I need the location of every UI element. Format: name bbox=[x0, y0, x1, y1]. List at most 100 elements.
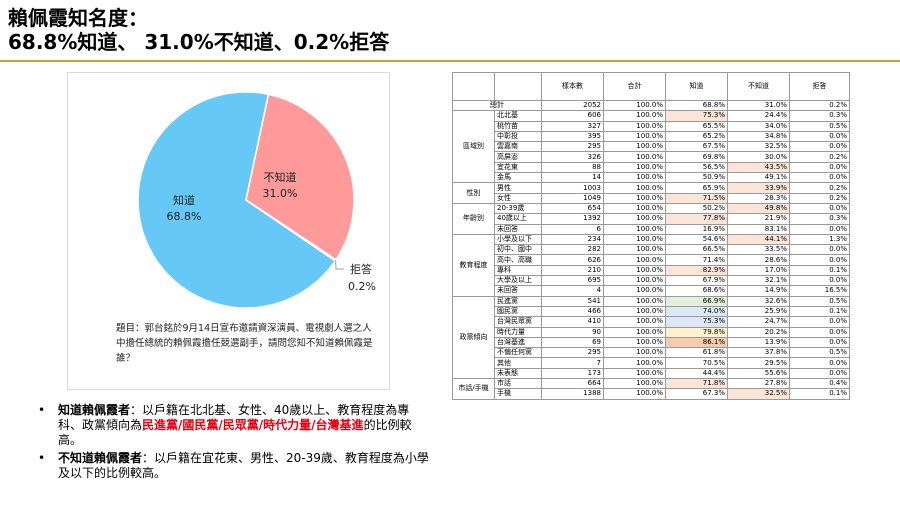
table-cell: 50.9% bbox=[665, 172, 728, 184]
table-cell: 28.6% bbox=[727, 254, 790, 266]
table-cell: 2052 bbox=[541, 99, 604, 112]
table-cell: 0.2% bbox=[789, 151, 850, 163]
table-cell: 32.1% bbox=[727, 275, 790, 287]
table-cell: 1049 bbox=[541, 192, 604, 204]
row-label: 未表態 bbox=[494, 367, 542, 380]
table-cell: 74.0% bbox=[665, 305, 728, 318]
table-cell: 82.9% bbox=[665, 264, 728, 277]
table-row: 未回答 4 100.0% 68.6% 14.9% 16.5% bbox=[453, 285, 850, 297]
table-row: 區域別 北北基 606 100.0% 75.3% 24.4% 0.3% bbox=[452, 110, 850, 184]
table-cell: 100.0% bbox=[603, 151, 666, 163]
table-cell: 24.7% bbox=[727, 316, 790, 328]
table-cell: 71.4% bbox=[665, 254, 728, 266]
row-label: 市話 bbox=[494, 378, 542, 390]
row-label: 台灣基進 bbox=[494, 336, 542, 349]
table-cell: 100.0% bbox=[603, 336, 666, 349]
table-cell: 295 bbox=[541, 347, 604, 359]
row-label: 其他 bbox=[494, 357, 542, 369]
table-row-total: 總計 2052 100.0% 68.8% 31.0% 0.2% bbox=[452, 99, 850, 112]
table-row: 國民黨 466 100.0% 74.0% 25.9% 0.1% bbox=[453, 305, 850, 318]
table-cell: 21.9% bbox=[727, 213, 790, 225]
row-group-label: 市話/手機 bbox=[452, 378, 495, 400]
column-header: 樣本數 bbox=[541, 72, 604, 101]
table-row: 中彰投 395 100.0% 65.2% 34.8% 0.0% bbox=[453, 130, 850, 143]
table-cell: 90 bbox=[541, 326, 604, 338]
title-line-1: 賴佩霞知名度： bbox=[8, 6, 148, 30]
table-cell: 44.4% bbox=[665, 367, 728, 380]
table-cell: 100.0% bbox=[603, 275, 666, 287]
table-cell: 100.0% bbox=[603, 378, 666, 390]
pie-leader-line-refuse bbox=[335, 260, 344, 270]
pie-chart-panel: 知道 68.8% 不知道 31.0% 拒答 0.2% 題目：郭台銘於9月14日宣布邀請資深… bbox=[67, 72, 390, 390]
row-label: 高中、高職 bbox=[494, 254, 542, 266]
crosstab-panel: 樣本數 合計 知道 不知道 拒答 總計 2052 100.0% 68.8% 31.0% 0… bbox=[452, 72, 850, 400]
table-row: 大學及以上 695 100.0% 67.9% 32.1% 0.0% bbox=[453, 275, 850, 287]
table-cell: 100.0% bbox=[603, 172, 666, 184]
table-cell: 100.0% bbox=[603, 213, 666, 225]
pie-label-refuse: 拒答 bbox=[350, 262, 372, 276]
table-cell: 68.8% bbox=[665, 99, 728, 112]
table-cell: 466 bbox=[541, 305, 604, 318]
row-label: 時代力量 bbox=[494, 326, 542, 338]
row-label: 專科 bbox=[494, 264, 542, 277]
row-label: 雲嘉南 bbox=[494, 141, 542, 153]
pie-slice-dont-know bbox=[245, 93, 355, 261]
table-cell: 0.2% bbox=[789, 192, 850, 204]
table-cell: 54.6% bbox=[665, 233, 728, 246]
table-row: 初中、國中 282 100.0% 66.5% 33.5% 0.0% bbox=[453, 244, 850, 256]
table-cell: 664 bbox=[541, 378, 604, 390]
table-cell: 0.5% bbox=[789, 295, 850, 307]
table-cell: 0.0% bbox=[789, 130, 850, 143]
table-cell: 100.0% bbox=[603, 244, 666, 256]
table-cell: 327 bbox=[541, 120, 604, 132]
table-cell: 67.3% bbox=[665, 388, 728, 400]
table-cell: 0.0% bbox=[789, 244, 850, 256]
table-cell: 67.5% bbox=[665, 141, 728, 153]
table-cell: 0.0% bbox=[789, 275, 850, 287]
table-cell: 100.0% bbox=[603, 161, 666, 174]
bullet-know-head: 知道賴佩霞者 bbox=[58, 403, 131, 417]
pie-label-know: 知道 bbox=[173, 193, 195, 207]
table-cell: 24.4% bbox=[727, 110, 790, 122]
row-group-label: 區域別 bbox=[452, 110, 495, 184]
table-cell: 67.9% bbox=[665, 275, 728, 287]
table-cell: 71.8% bbox=[665, 378, 728, 390]
table-cell: 0.4% bbox=[789, 378, 850, 390]
row-label: 不偏任何黨 bbox=[494, 347, 542, 359]
summary-bullets: • 知道賴佩霞者：以戶籍在北北基、女性、40歲以上、教育程度為專科、政黨傾向為民… bbox=[38, 403, 433, 484]
table-cell: 20.2% bbox=[727, 326, 790, 338]
table-row: 台灣基進 69 100.0% 86.1% 13.9% 0.0% bbox=[453, 336, 850, 349]
row-label: 大學及以上 bbox=[494, 275, 542, 287]
pie-value-refuse: 0.2% bbox=[348, 280, 376, 293]
table-cell: 13.9% bbox=[727, 336, 790, 349]
table-cell: 100.0% bbox=[603, 110, 666, 122]
table-cell: 541 bbox=[541, 295, 604, 307]
table-cell: 75.3% bbox=[665, 316, 728, 328]
table-cell: 44.1% bbox=[727, 233, 790, 246]
table-row: 40歲以上 1392 100.0% 77.8% 21.9% 0.3% bbox=[453, 213, 850, 225]
table-row: 年齡別 20-39歲 654 100.0% 50.2% 49.8% 0.0% bbox=[452, 202, 850, 235]
table-cell: 654 bbox=[541, 202, 604, 215]
bullet-dot: • bbox=[38, 451, 46, 465]
row-label: 北北基 bbox=[494, 110, 542, 122]
table-cell: 395 bbox=[541, 130, 604, 143]
column-header: 拒答 bbox=[789, 72, 850, 101]
table-cell: 66.9% bbox=[665, 295, 728, 307]
table-cell: 0.3% bbox=[789, 110, 850, 122]
table-cell: 68.6% bbox=[665, 285, 728, 297]
table-cell: 626 bbox=[541, 254, 604, 266]
table-cell: 100.0% bbox=[603, 316, 666, 328]
row-group-label: 教育程度 bbox=[452, 233, 495, 297]
bullet-dont-know-text: ：以戶籍在宜花東、男性、20-39歲、教育程度為小學及以下的比例較高。 bbox=[58, 451, 429, 480]
table-cell: 27.8% bbox=[727, 378, 790, 390]
table-cell: 100.0% bbox=[603, 120, 666, 132]
row-label-total: 總計 bbox=[452, 99, 542, 112]
pie-slice-know bbox=[137, 91, 337, 309]
table-cell: 7 bbox=[541, 357, 604, 369]
bullet-dot: • bbox=[38, 403, 46, 417]
table-cell: 100.0% bbox=[603, 141, 666, 153]
table-cell: 14 bbox=[541, 172, 604, 184]
table-cell: 100.0% bbox=[603, 99, 666, 112]
table-cell: 25.9% bbox=[727, 305, 790, 318]
table-row: 桃竹苗 327 100.0% 65.5% 34.0% 0.5% bbox=[453, 120, 850, 132]
